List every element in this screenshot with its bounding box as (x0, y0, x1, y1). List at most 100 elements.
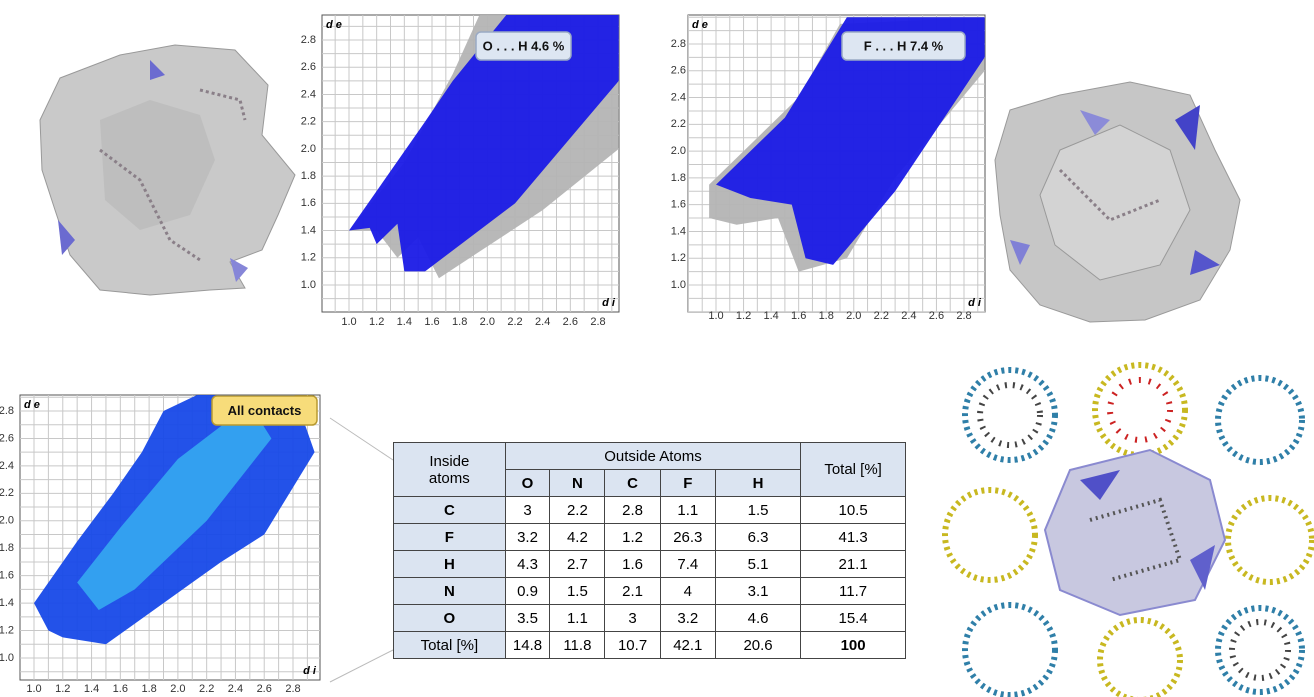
badge-box (475, 31, 572, 61)
y-axis-label: d e (24, 399, 40, 411)
x-tick-label: 1.6 (113, 683, 128, 695)
table-cell: 1.1 (549, 604, 606, 632)
x-tick-label: 1.2 (55, 683, 70, 695)
table-cell: 1.6 (604, 550, 661, 578)
table-cell: 5.1 (714, 550, 802, 578)
point-cloud (349, 15, 619, 272)
x-tick-label: 1.6 (424, 316, 439, 328)
y-tick-label: 1.8 (301, 170, 316, 182)
x-tick-label: 1.8 (141, 683, 156, 695)
y-tick-label: 2.6 (0, 432, 14, 444)
table-row: H 4.3 2.7 1.6 7.4 5.1 21.1 (393, 550, 906, 578)
column-header: F (659, 469, 716, 497)
badge-text: All contacts (228, 403, 302, 418)
x-tick-label: 2.6 (257, 683, 272, 695)
y-tick-label: 1.2 (0, 624, 14, 636)
y-tick-label: 1.8 (0, 542, 14, 554)
table-cell: 100 (800, 631, 906, 659)
row-header: F (393, 523, 506, 551)
y-tick-label: 2.4 (0, 460, 14, 472)
table-cell: 11.7 (800, 577, 906, 605)
y-tick-label: 2.4 (301, 88, 316, 100)
x-tick-label: 1.4 (84, 683, 99, 695)
table-cell: 20.6 (714, 631, 802, 659)
x-tick-label: 2.6 (929, 310, 944, 322)
header-text: Inside atoms (428, 452, 470, 487)
x-tick-label: 1.8 (452, 316, 467, 328)
x-tick-label: 1.4 (763, 310, 778, 322)
table-cell: 15.4 (800, 604, 906, 632)
y-tick-label: 2.2 (671, 118, 686, 130)
table-cell: 6.3 (714, 523, 802, 551)
column-header: H (714, 469, 802, 497)
outside-header: Outside Atoms (504, 442, 802, 470)
x-tick-label: 2.8 (956, 310, 971, 322)
y-tick-label: 1.0 (0, 652, 14, 664)
row-header: O (393, 604, 506, 632)
x-tick-label: 1.8 (819, 310, 834, 322)
table-cell: 2.7 (549, 550, 606, 578)
y-tick-label: 2.0 (0, 515, 14, 527)
x-tick-label: 1.0 (26, 683, 41, 695)
badge-box (841, 31, 966, 61)
y-tick-label: 1.0 (301, 279, 316, 291)
row-header: N (393, 577, 506, 605)
table-cell: 4.2 (549, 523, 606, 551)
y-tick-label: 1.6 (301, 197, 316, 209)
x-tick-label: 1.0 (708, 310, 723, 322)
table-cell: 1.2 (604, 523, 661, 551)
badge-box (211, 395, 318, 426)
table-cell: 3.2 (504, 523, 551, 551)
x-tick-label: 1.4 (397, 316, 412, 328)
x-tick-label: 1.6 (791, 310, 806, 322)
table-cell: 2.2 (549, 496, 606, 524)
table-cell: 3 (604, 604, 661, 632)
y-axis-label: d e (326, 19, 342, 31)
table-cell: 0.9 (504, 577, 551, 605)
fingerprint-plot: 2.8 2.6 2.4 2.2 2.0 1.8 1.6 1.4 1.2 1.0 1.0 1.2 1.4 1… (301, 14, 620, 328)
y-tick-label: 2.6 (671, 65, 686, 77)
table-cell: 4 (659, 577, 716, 605)
table-cell: 1.1 (659, 496, 716, 524)
table-cell: 3 (504, 496, 551, 524)
table-cell: 2.1 (604, 577, 661, 605)
x-tick-label: 2.2 (199, 683, 214, 695)
y-tick-label: 1.2 (301, 252, 316, 264)
y-tick-label: 2.0 (671, 145, 686, 157)
y-tick-label: 1.4 (671, 225, 686, 237)
total-header: Total [%] (800, 442, 906, 497)
column-header: O (504, 469, 551, 497)
table-cell: 7.4 (659, 550, 716, 578)
row-header: C (393, 496, 506, 524)
table-cell: 10.7 (604, 631, 661, 659)
x-axis-label: d i (303, 665, 317, 677)
point-cloud (716, 17, 985, 265)
table-cell: 3.1 (714, 577, 802, 605)
x-tick-label: 2.4 (901, 310, 916, 322)
inside-header: Inside atoms (393, 442, 506, 497)
x-tick-label: 2.0 (846, 310, 861, 322)
y-tick-label: 1.6 (671, 199, 686, 211)
y-tick-label: 2.8 (0, 405, 14, 417)
table-cell: 1.5 (549, 577, 606, 605)
y-tick-label: 1.6 (0, 570, 14, 582)
connector (329, 649, 394, 683)
table-cell: 2.8 (604, 496, 661, 524)
x-axis-label: d i (602, 297, 616, 309)
y-tick-label: 1.0 (671, 279, 686, 291)
table-row: C 3 2.2 2.8 1.1 1.5 10.5 (393, 496, 906, 524)
table-cell: 3.2 (659, 604, 716, 632)
x-tick-label: 2.2 (874, 310, 889, 322)
badge-text: F . . . H 7.4 % (864, 38, 944, 53)
badge-text: O . . . H 4.6 % (483, 38, 565, 53)
table-cell: 11.8 (549, 631, 606, 659)
y-tick-label: 1.4 (0, 597, 14, 609)
x-tick-label: 1.2 (736, 310, 751, 322)
y-tick-label: 2.2 (0, 487, 14, 499)
y-tick-label: 2.6 (301, 61, 316, 73)
table-cell: 26.3 (659, 523, 716, 551)
x-axis-label: d i (968, 297, 982, 309)
